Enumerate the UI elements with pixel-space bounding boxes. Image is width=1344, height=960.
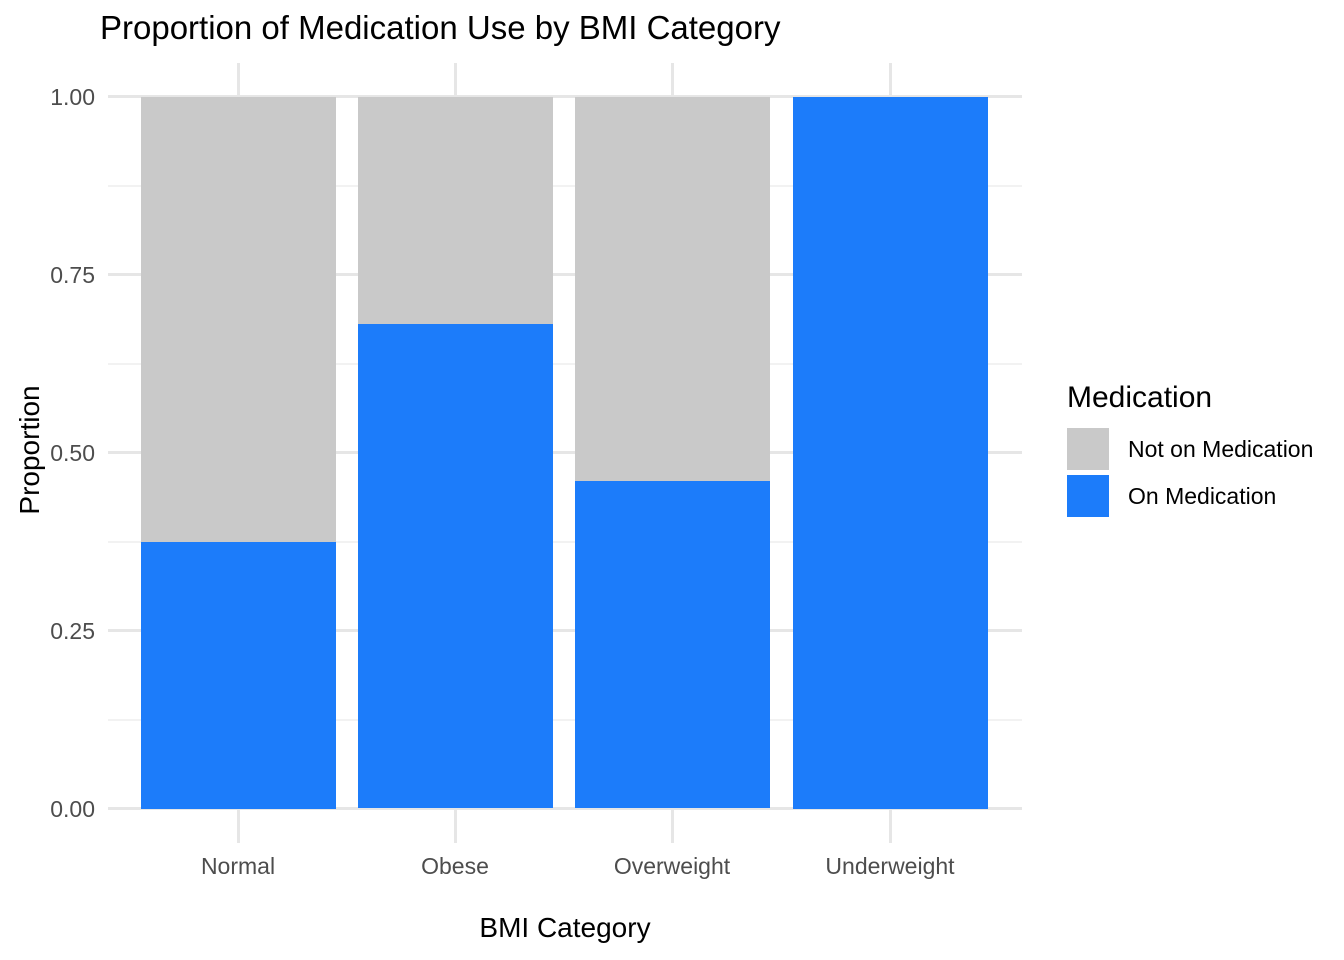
gridline-major-y-0.75 [108,273,1022,276]
x-tick-label-overweight: Overweight [613,853,731,879]
bar-on-medication-normal [140,541,336,809]
legend-item-not-on-medication: Not on Medication [1067,428,1313,470]
chart-title: Proportion of Medication Use by BMI Cate… [100,9,781,46]
bar-on-medication-obese [357,324,553,809]
bar-on-medication-overweight [574,480,770,809]
bar-not-on-medication-obese [357,96,553,325]
bar-on-medication-underweight [792,96,988,809]
gridline-major-y-0.25 [108,629,1022,632]
y-tick-label-1.00: 1.00 [50,83,95,110]
bar-not-on-medication-overweight [574,96,770,481]
gridline-minor-y-0.625 [108,362,1022,365]
y-tick-label-0.00: 0.00 [50,795,95,822]
legend-item-label: On Medication [1128,482,1277,509]
x-tick-label-underweight: Underweight [825,853,955,879]
x-tick-label-normal: Normal [200,853,276,879]
gridline-major-y-1 [108,95,1022,98]
legend-swatch-on-medication [1067,475,1109,517]
y-tick-label-0.75: 0.75 [50,261,95,288]
x-tick-label-obese: Obese [421,853,489,879]
plot-panel [108,63,1022,843]
legend-item-label: Not on Medication [1128,435,1314,462]
y-tick-label-0.50: 0.50 [50,439,95,466]
legend-item-on-medication: On Medication [1067,475,1313,517]
gridline-minor-y-0.875 [108,184,1022,187]
gridline-minor-y-0.375 [108,540,1022,543]
x-axis-title: BMI Category [479,912,651,943]
legend: Medication Not on Medication On Medicati… [1067,380,1313,522]
gridline-minor-y-0.125 [108,718,1022,721]
legend-swatch-not-on-medication [1067,428,1109,470]
gridline-major-y-0 [108,807,1022,810]
bar-not-on-medication-normal [140,96,336,542]
gridline-major-y-0.5 [108,451,1022,454]
legend-title: Medication [1067,381,1213,414]
y-tick-label-0.25: 0.25 [50,617,95,644]
